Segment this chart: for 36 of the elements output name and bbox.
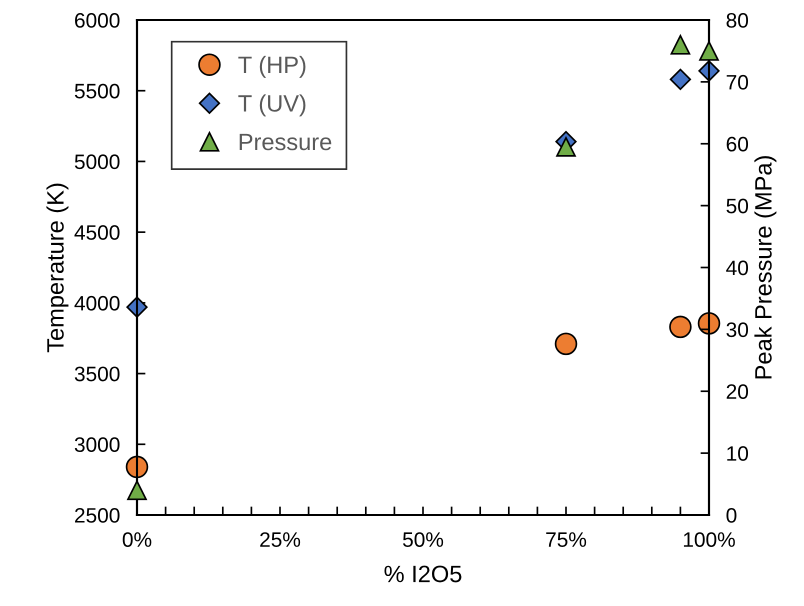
y2-tick-label: 70 xyxy=(726,74,748,90)
y-tick-label: 6000 xyxy=(75,13,120,28)
y2-tick-label: 40 xyxy=(726,260,748,276)
y-tick-label: 4000 xyxy=(74,296,120,311)
y-tick-label: 3500 xyxy=(74,366,120,382)
point xyxy=(670,68,692,90)
x-tick-label: 50% xyxy=(402,532,444,547)
point xyxy=(127,480,147,500)
y-tick-label: 5000 xyxy=(74,154,120,170)
legend-label: T (UV) xyxy=(238,94,306,116)
legend-label: Pressure xyxy=(240,134,332,150)
y2-tick-label: 0 xyxy=(726,508,736,523)
point xyxy=(670,34,690,55)
point xyxy=(698,312,720,335)
y2-axis-title: Peak Pressure (MPa) xyxy=(754,156,776,378)
point xyxy=(556,136,576,157)
x-tick-label: 100% xyxy=(684,532,735,547)
x-tick-label: 0% xyxy=(122,532,152,547)
y2-tick-label: 10 xyxy=(727,446,748,461)
y-tick-label: 2500 xyxy=(75,508,120,523)
y2-tick-label: 80 xyxy=(726,13,748,28)
x-tick-label: 25% xyxy=(260,532,300,547)
x-tick-label: 75% xyxy=(546,532,586,547)
y2-tick-label: 60 xyxy=(726,136,748,152)
point xyxy=(554,332,578,356)
y2-tick-label: 50 xyxy=(726,198,748,214)
y-tick-label: 3000 xyxy=(74,437,120,452)
x-axis-title: % I2O5 xyxy=(384,566,462,582)
y2-tick-label: 30 xyxy=(726,322,748,338)
point xyxy=(699,41,719,61)
y2-tick-label: 20 xyxy=(726,384,748,400)
y-axis-title: Temperature (K) xyxy=(46,184,68,352)
legend-label: T (HP) xyxy=(238,56,306,78)
y-tick-label: 5500 xyxy=(74,84,120,98)
y-tick-label: 4500 xyxy=(74,225,120,240)
point xyxy=(669,316,692,338)
